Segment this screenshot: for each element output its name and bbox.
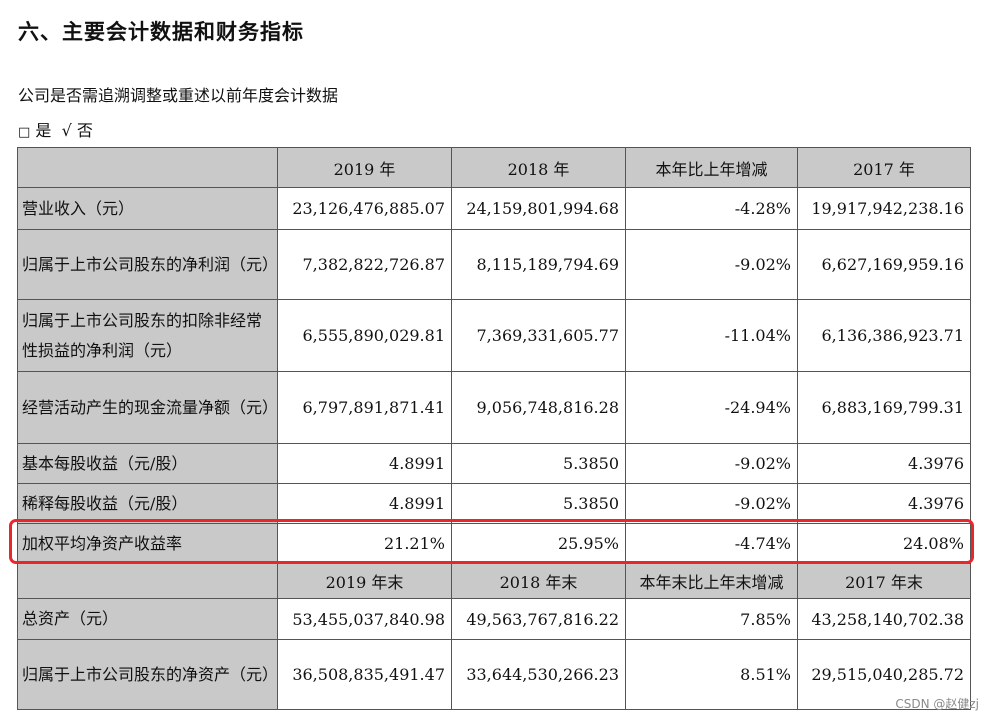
table-header-row: 2019 年末 2018 年末 本年末比上年末增减 2017 年末 bbox=[17, 563, 971, 599]
value-cell: -24.94% bbox=[625, 371, 798, 444]
value-cell: 5.3850 bbox=[451, 483, 626, 524]
value-cell: 49,563,767,816.22 bbox=[451, 598, 626, 640]
value-cell: 25.95% bbox=[451, 523, 626, 564]
value-cell: 9,056,748,816.28 bbox=[451, 371, 626, 444]
value-cell: -9.02% bbox=[625, 483, 798, 524]
value-cell: 23,126,476,885.07 bbox=[277, 187, 452, 230]
value-cell: 53,455,037,840.98 bbox=[277, 598, 452, 640]
value-cell: 21.21% bbox=[277, 523, 452, 564]
table-row: 归属于上市公司股东的净利润（元） 7,382,822,726.87 8,115,… bbox=[17, 229, 971, 300]
watermark: CSDN @赵健zj bbox=[895, 697, 979, 711]
value-cell: 8,115,189,794.69 bbox=[451, 229, 626, 300]
row-label: 归属于上市公司股东的扣除非经常性损益的净利润（元） bbox=[17, 299, 278, 372]
table-header-row: 2019 年 2018 年 本年比上年增减 2017 年 bbox=[17, 147, 971, 188]
table-row: 归属于上市公司股东的扣除非经常性损益的净利润（元） 6,555,890,029.… bbox=[17, 299, 971, 372]
value-cell: 24,159,801,994.68 bbox=[451, 187, 626, 230]
value-cell: 7,369,331,605.77 bbox=[451, 299, 626, 372]
header-blank-cell bbox=[17, 563, 278, 599]
header-cell: 2018 年末 bbox=[451, 563, 626, 599]
value-cell: 6,627,169,959.16 bbox=[797, 229, 971, 300]
value-cell: 8.51% bbox=[625, 639, 798, 710]
row-label: 归属于上市公司股东的净资产（元） bbox=[17, 639, 278, 710]
value-cell: -9.02% bbox=[625, 443, 798, 484]
table-row: 经营活动产生的现金流量净额（元） 6,797,891,871.41 9,056,… bbox=[17, 371, 971, 444]
value-cell: 4.3976 bbox=[797, 443, 971, 484]
value-cell: 7.85% bbox=[625, 598, 798, 640]
row-label: 稀释每股收益（元/股） bbox=[17, 483, 278, 524]
header-cell: 2017 年末 bbox=[797, 563, 971, 599]
value-cell: 6,883,169,799.31 bbox=[797, 371, 971, 444]
value-cell: 4.3976 bbox=[797, 483, 971, 524]
value-cell: 33,644,530,266.23 bbox=[451, 639, 626, 710]
option-yes: 是 bbox=[35, 121, 52, 140]
header-blank-cell bbox=[17, 147, 278, 188]
unchecked-box-icon: □ bbox=[18, 125, 31, 140]
value-cell: 29,515,040,285.72 bbox=[797, 639, 971, 710]
value-cell: -11.04% bbox=[625, 299, 798, 372]
check-mark-icon: √ bbox=[61, 121, 72, 140]
header-cell: 本年末比上年末增减 bbox=[625, 563, 798, 599]
value-cell: 4.8991 bbox=[277, 483, 452, 524]
retro-adjust-question: 公司是否需追溯调整或重述以前年度会计数据 bbox=[18, 86, 339, 105]
row-label: 总资产（元） bbox=[17, 598, 278, 640]
row-label: 营业收入（元） bbox=[17, 187, 278, 230]
row-label: 归属于上市公司股东的净利润（元） bbox=[17, 229, 278, 300]
value-cell: 24.08% bbox=[797, 523, 971, 564]
header-cell: 2019 年 bbox=[277, 147, 452, 188]
value-cell: 7,382,822,726.87 bbox=[277, 229, 452, 300]
option-no: 否 bbox=[76, 121, 93, 140]
value-cell: 19,917,942,238.16 bbox=[797, 187, 971, 230]
header-cell: 本年比上年增减 bbox=[625, 147, 798, 188]
value-cell: 6,555,890,029.81 bbox=[277, 299, 452, 372]
highlight-box bbox=[9, 519, 974, 564]
header-cell: 2017 年 bbox=[797, 147, 971, 188]
row-label: 加权平均净资产收益率 bbox=[17, 523, 278, 564]
header-cell: 2018 年 bbox=[451, 147, 626, 188]
value-cell: 43,258,140,702.38 bbox=[797, 598, 971, 640]
table-row: 总资产（元） 53,455,037,840.98 49,563,767,816.… bbox=[17, 598, 971, 640]
value-cell: 4.8991 bbox=[277, 443, 452, 484]
yes-no-options: □ 是 √ 否 bbox=[18, 117, 93, 141]
row-label: 基本每股收益（元/股） bbox=[17, 443, 278, 484]
financial-indicators-table: 2019 年 2018 年 本年比上年增减 2017 年 营业收入（元） 23,… bbox=[17, 147, 971, 710]
value-cell: 5.3850 bbox=[451, 443, 626, 484]
value-cell: 6,797,891,871.41 bbox=[277, 371, 452, 444]
section-title: 六、主要会计数据和财务指标 bbox=[18, 20, 304, 44]
row-label: 经营活动产生的现金流量净额（元） bbox=[17, 371, 278, 444]
table-row: 归属于上市公司股东的净资产（元） 36,508,835,491.47 33,64… bbox=[17, 639, 971, 710]
value-cell: 36,508,835,491.47 bbox=[277, 639, 452, 710]
table-row-highlighted: 加权平均净资产收益率 21.21% 25.95% -4.74% 24.08% bbox=[17, 523, 971, 564]
table-row: 基本每股收益（元/股） 4.8991 5.3850 -9.02% 4.3976 bbox=[17, 443, 971, 484]
table-row: 稀释每股收益（元/股） 4.8991 5.3850 -9.02% 4.3976 bbox=[17, 483, 971, 524]
table-row: 营业收入（元） 23,126,476,885.07 24,159,801,994… bbox=[17, 187, 971, 230]
header-cell: 2019 年末 bbox=[277, 563, 452, 599]
value-cell: 6,136,386,923.71 bbox=[797, 299, 971, 372]
value-cell: -4.28% bbox=[625, 187, 798, 230]
value-cell: -9.02% bbox=[625, 229, 798, 300]
